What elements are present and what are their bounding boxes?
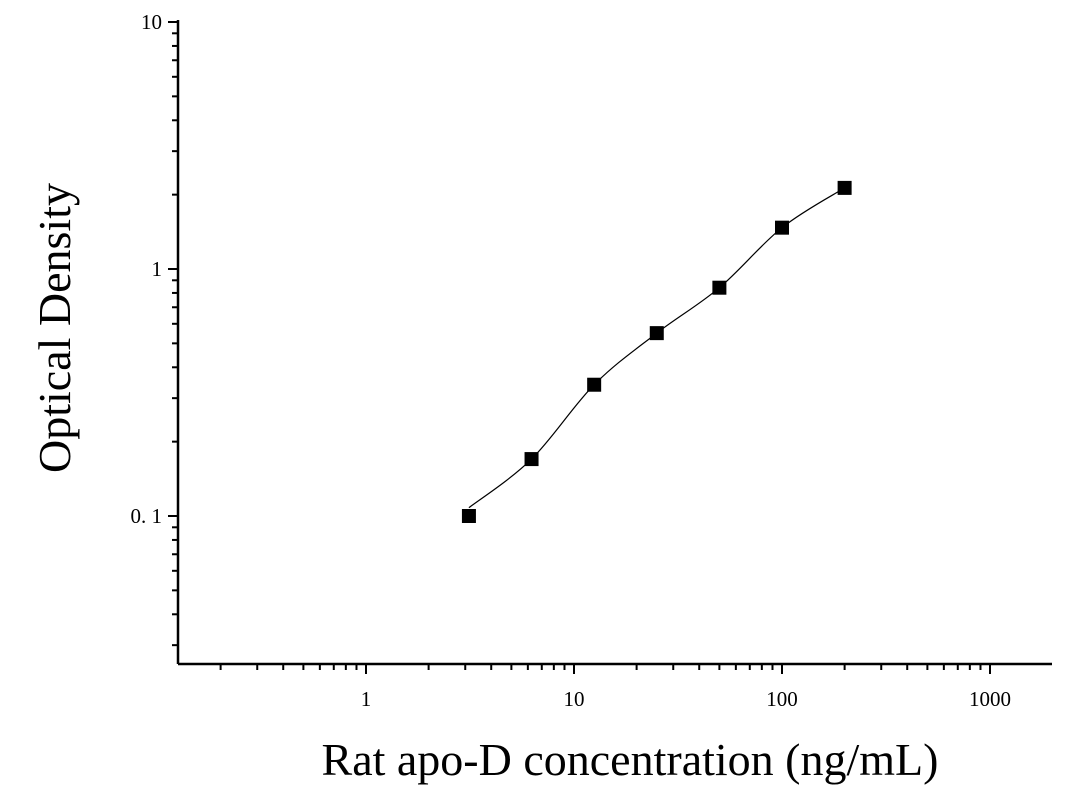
data-point [712,280,727,295]
data-points [461,180,852,523]
x-tick-label: 1000 [969,687,1011,711]
data-point [587,377,602,392]
data-point [837,180,852,195]
y-axis-title: Optical Density [29,183,80,473]
x-tick-label: 10 [564,687,585,711]
data-point [775,220,789,235]
data-point [524,452,539,467]
tick-labels: 1 10 100 1000 0. 1 1 10 [131,10,1012,711]
y-tick-label: 10 [141,10,162,34]
data-point [461,509,476,523]
y-tick-label: 1 [152,257,163,281]
x-axis-title: Rat apo-D concentration (ng/mL) [322,734,939,785]
axes [168,20,1052,674]
x-tick-label: 100 [766,687,798,711]
x-tick-label: 1 [361,687,372,711]
data-point [649,326,664,341]
y-tick-label: 0. 1 [131,504,163,528]
